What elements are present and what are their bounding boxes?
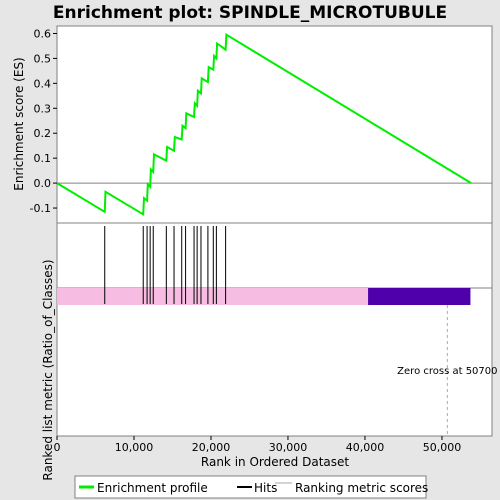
legend: Enrichment profile Hits Ranking metric s… <box>74 475 428 499</box>
metric-segment-1 <box>368 288 471 305</box>
y-axis-label-es: Enrichment score (ES) <box>12 57 26 190</box>
y-tick-label-4: 0.3 <box>34 102 52 115</box>
y-tick-label-5: 0.4 <box>34 77 52 90</box>
x-tick-label-4: 40,000 <box>346 441 385 454</box>
y-tick-label-7: 0.6 <box>34 27 52 40</box>
y-axis-label-metric: Ranked list metric (Ratio_of_Classes) <box>41 259 55 480</box>
x-axis-label: Rank in Ordered Dataset <box>201 455 349 469</box>
ranking-metric-bar <box>57 288 471 305</box>
y-axis-ticks: -0.1 0.0 0.1 0.2 0.3 0.4 0.5 0.6 <box>30 27 57 215</box>
x-tick-label-3: 30,000 <box>269 441 308 454</box>
es-panel <box>56 25 493 224</box>
hit-markers <box>104 226 227 304</box>
legend-label-enrichment: Enrichment profile <box>97 481 208 495</box>
x-tick-label-2: 20,000 <box>192 441 231 454</box>
metric-panel <box>56 287 493 437</box>
y-tick-label-3: 0.2 <box>34 127 52 140</box>
x-tick-label-1: 10,000 <box>115 441 154 454</box>
enrichment-profile-line <box>56 32 472 217</box>
y-tick-label-6: 0.5 <box>34 52 52 65</box>
legend-label-hits: Hits <box>254 481 277 495</box>
x-tick-label-5: 50,000 <box>423 441 462 454</box>
metric-segment-0 <box>57 288 369 305</box>
y-tick-label-0: -0.1 <box>30 202 51 215</box>
legend-label-metric: Ranking metric scores <box>295 481 428 495</box>
y-tick-label-1: 0.0 <box>34 177 52 190</box>
x-axis-ticks: 0 10,000 20,000 30,000 40,000 50,000 <box>54 436 462 454</box>
chart-title: Enrichment plot: SPINDLE_MICROTUBULE <box>53 3 447 23</box>
zero-cross-label: Zero cross at 50700 <box>397 366 497 377</box>
x-tick-label-0: 0 <box>54 441 61 454</box>
y-tick-label-2: 0.1 <box>34 152 52 165</box>
hits-panel <box>56 222 493 289</box>
